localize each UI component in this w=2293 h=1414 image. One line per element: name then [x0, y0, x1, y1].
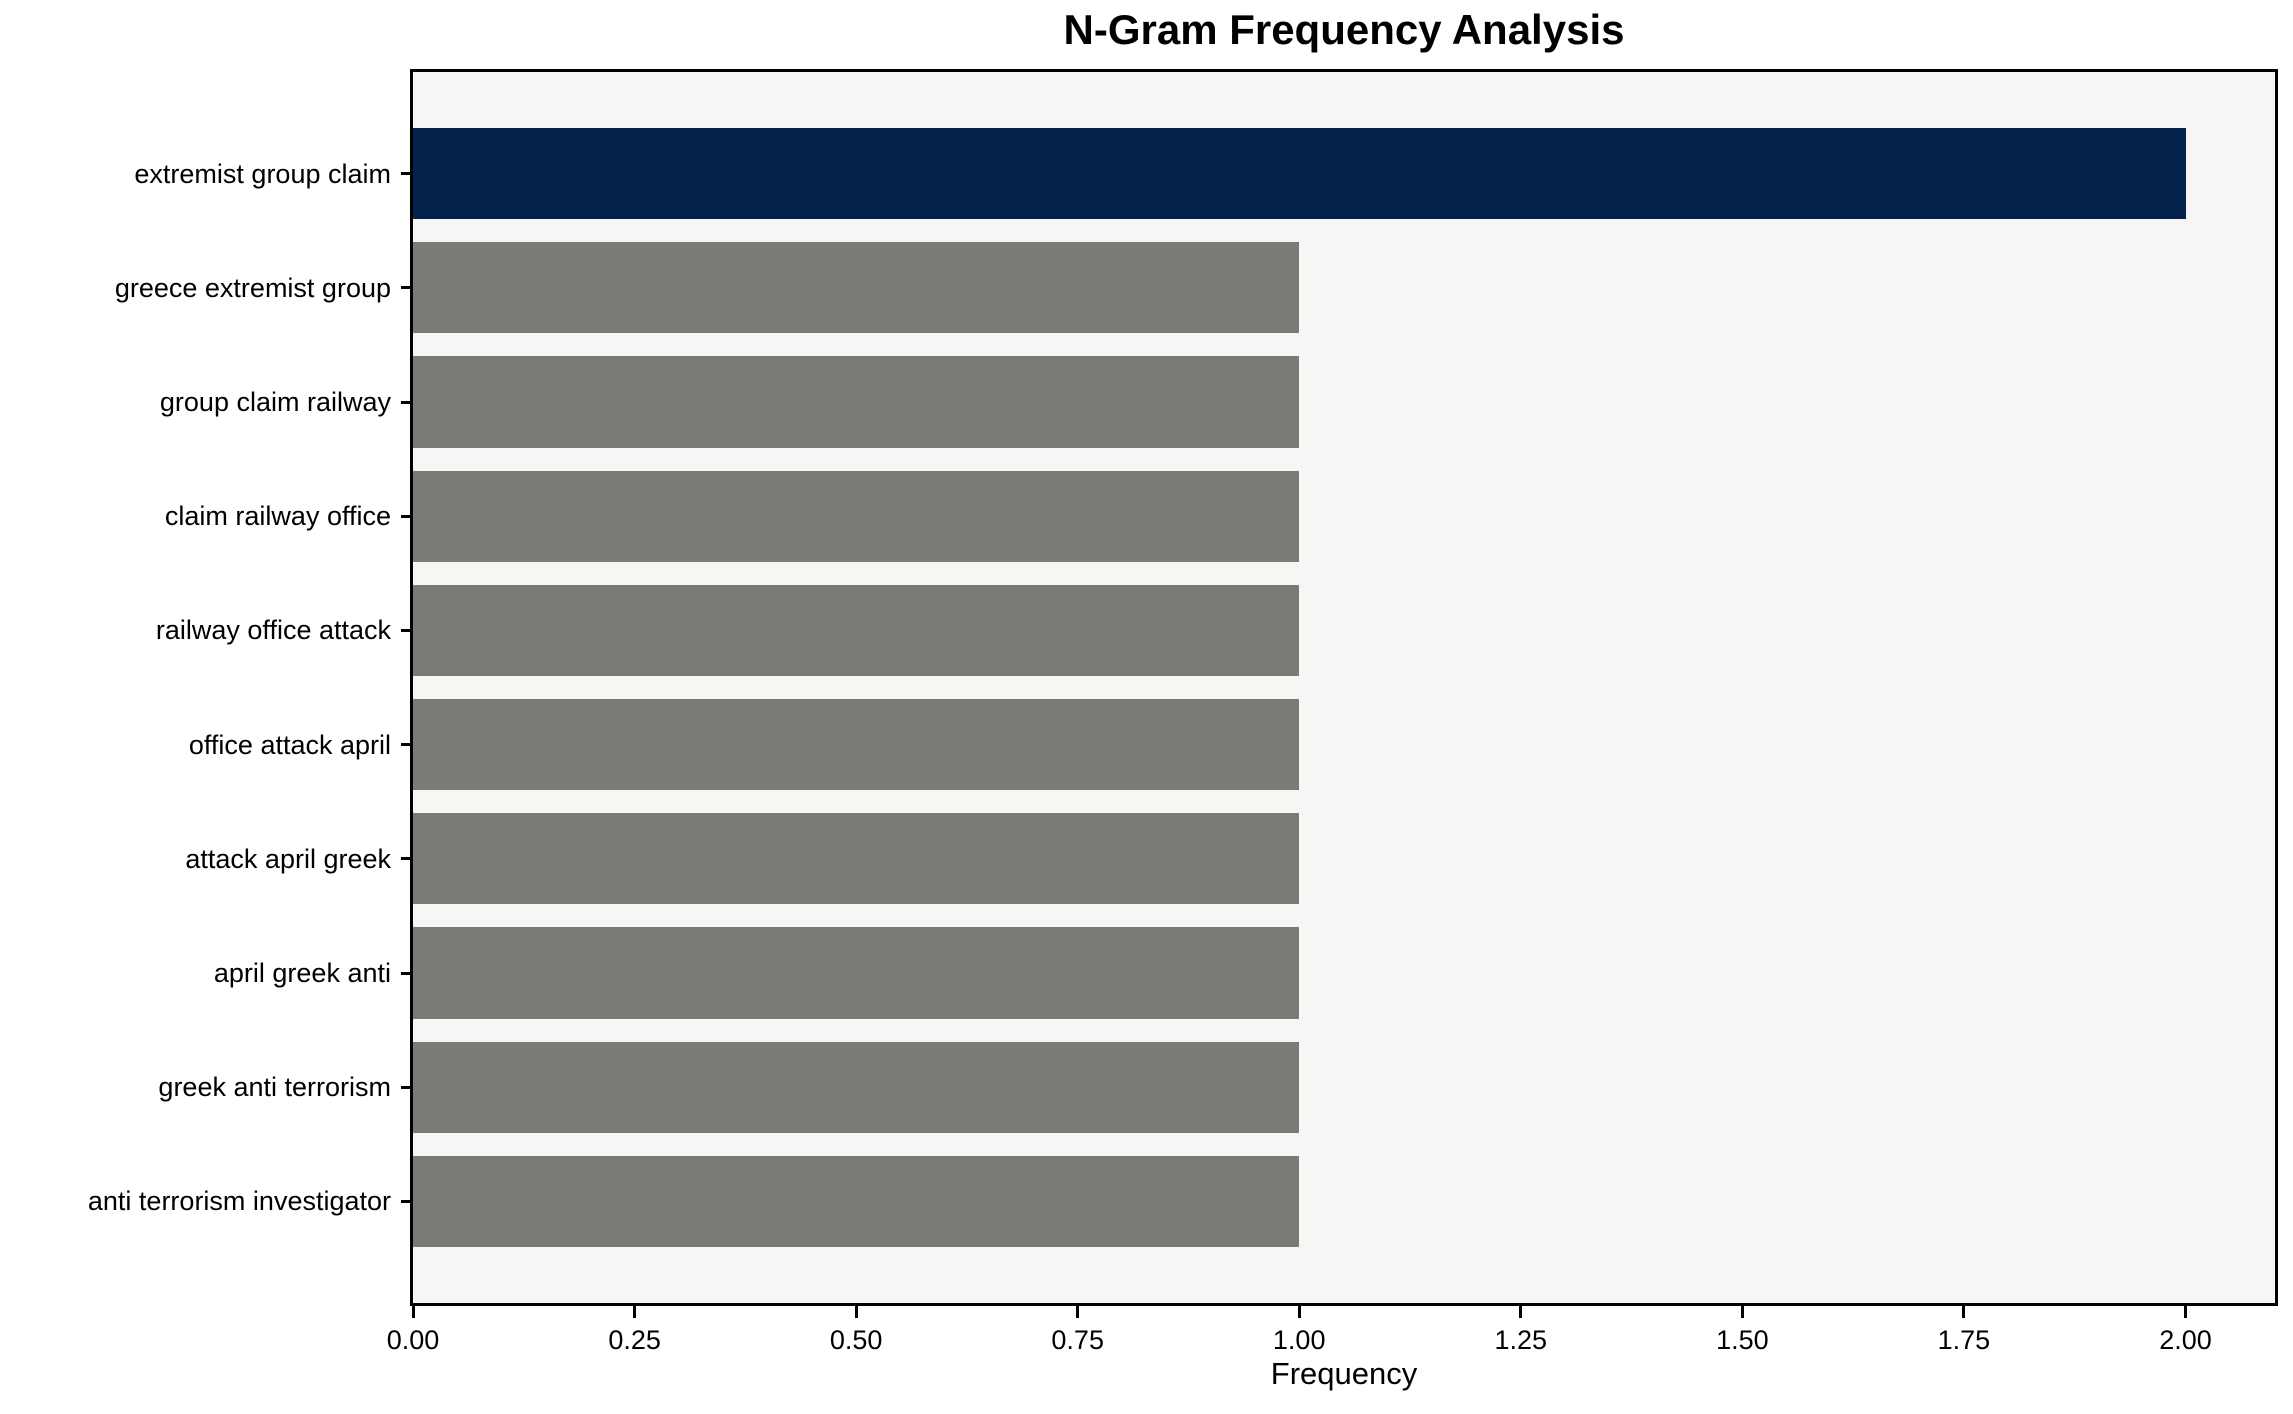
- y-tick-mark: [401, 628, 413, 632]
- y-tick-mark: [401, 1199, 413, 1203]
- x-tick-mark: [411, 1306, 415, 1318]
- x-tick-label: 0.00: [386, 1325, 440, 1355]
- chart-title: N-Gram Frequency Analysis: [1063, 6, 1625, 53]
- x-tick-mark: [2184, 1306, 2187, 1318]
- x-tick-label: 1.75: [1937, 1325, 1991, 1355]
- x-tick-mark: [633, 1306, 637, 1318]
- bar: [413, 128, 2186, 220]
- bar: [413, 242, 1300, 334]
- bar: [413, 1041, 1300, 1133]
- y-tick-mark: [401, 743, 413, 747]
- y-tick-mark: [401, 514, 413, 518]
- y-tick-mark: [401, 172, 413, 176]
- x-tick-label: 1.00: [1272, 1325, 1326, 1355]
- x-tick-label: 0.25: [608, 1325, 661, 1355]
- bar: [413, 813, 1300, 905]
- y-axis-label: group claim railway: [159, 387, 391, 417]
- y-axis-label: claim railway office: [164, 501, 391, 532]
- bar: [413, 927, 1300, 1019]
- y-tick-mark: [401, 971, 413, 975]
- bar: [413, 356, 1300, 448]
- x-tick-mark: [1297, 1306, 1301, 1318]
- bar: [413, 698, 1300, 791]
- bar: [413, 470, 1300, 562]
- y-axis-label: anti terrorism investigator: [87, 1186, 391, 1217]
- bar: [413, 1155, 1300, 1248]
- y-axis-label: april greek anti: [213, 958, 391, 988]
- x-tick-mark: [854, 1306, 858, 1318]
- x-tick-mark: [1519, 1306, 1523, 1318]
- x-tick-label: 1.50: [1716, 1325, 1769, 1355]
- y-axis-label: greece extremist group: [114, 272, 391, 303]
- y-axis-label: greek anti terrorism: [158, 1072, 391, 1103]
- x-tick-label: 0.50: [829, 1325, 883, 1355]
- y-axis-label: railway office attack: [155, 615, 391, 646]
- x-tick-mark: [1962, 1306, 1966, 1318]
- bar: [413, 584, 1300, 677]
- y-tick-mark: [401, 286, 413, 290]
- x-tick-label: 1.25: [1494, 1325, 1548, 1355]
- y-axis-label: extremist group claim: [134, 158, 391, 189]
- y-tick-mark: [401, 1085, 413, 1089]
- x-tick-label: 0.75: [1051, 1325, 1104, 1355]
- x-axis-label: Frequency: [1270, 1356, 1418, 1391]
- y-tick-mark: [401, 857, 413, 861]
- x-tick-mark: [1076, 1306, 1080, 1318]
- y-tick-mark: [401, 400, 413, 404]
- y-axis-label: office attack april: [188, 729, 391, 760]
- y-axis-label: attack april greek: [185, 843, 391, 874]
- x-tick-label: 2.00: [2159, 1325, 2212, 1355]
- x-tick-mark: [1740, 1306, 1744, 1318]
